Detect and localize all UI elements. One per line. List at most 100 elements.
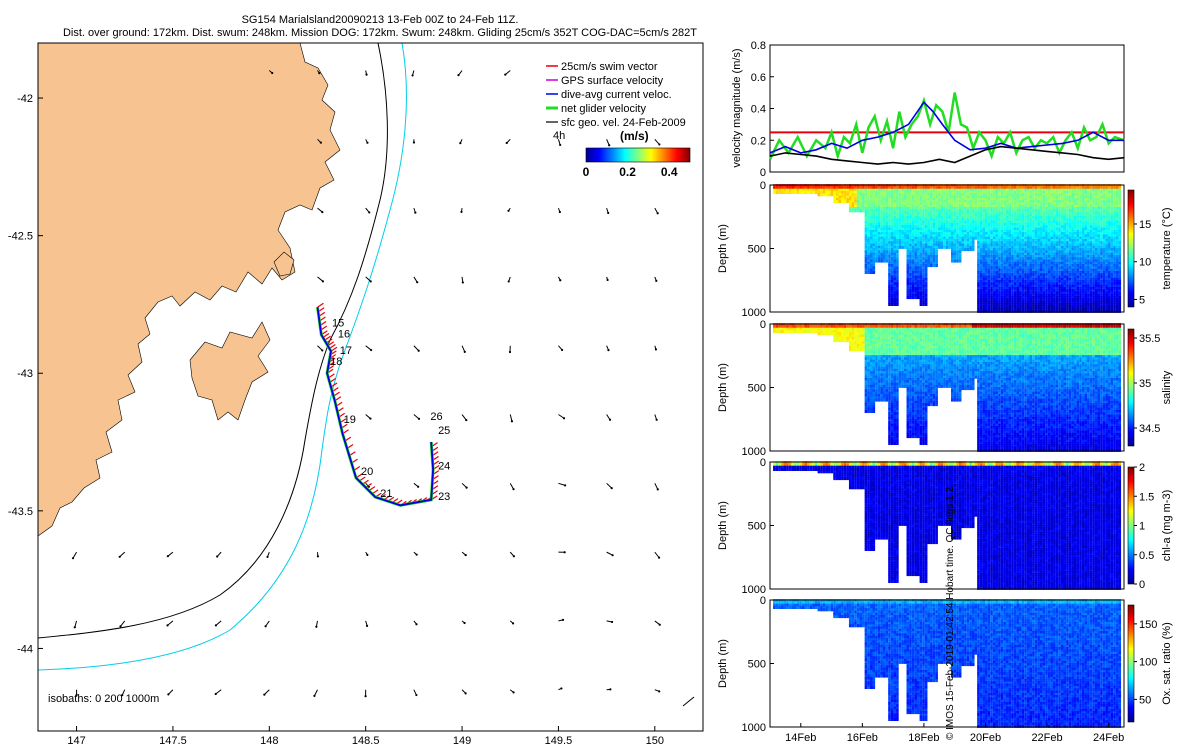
- velocity-panel: 00.20.40.60.8 velocity magnitude (m/s): [731, 40, 1125, 179]
- profile-sample: [775, 191, 779, 194]
- plot-title-line2: Dist. over ground: 172km. Dist. swum: 24…: [0, 27, 760, 39]
- profile-sample: [916, 229, 920, 233]
- profile-sample: [888, 223, 891, 226]
- profile-sample: [916, 266, 920, 270]
- profile-sample: [893, 289, 897, 293]
- profile-sample: [903, 243, 907, 247]
- profile-sample: [867, 243, 870, 247]
- profile-sample: [877, 236, 881, 240]
- profile-sample: [856, 193, 860, 197]
- vector-head: [366, 553, 369, 557]
- map-ytick-label: -43: [17, 368, 33, 380]
- profile-sample: [854, 200, 857, 204]
- profile-sample: [833, 191, 836, 194]
- profile-sample: [833, 186, 836, 190]
- profile-sample: [882, 225, 886, 229]
- profile-sample: [896, 216, 899, 220]
- profile-sample: [916, 257, 920, 261]
- profile-sample: [903, 186, 907, 190]
- profile-sample: [835, 193, 839, 197]
- profile-sample: [901, 207, 904, 210]
- map-xtick-label: 149: [453, 735, 471, 747]
- profile-sample: [804, 191, 808, 194]
- vector-mark: [413, 414, 420, 420]
- profile-sample: [801, 184, 805, 188]
- profile-sample: [869, 188, 873, 192]
- profile-sample: [869, 202, 873, 206]
- profile-sample: [903, 241, 907, 245]
- profile-sample: [867, 191, 870, 194]
- profile-sample: [867, 241, 870, 245]
- profile-sample: [846, 184, 849, 188]
- profile-sample: [914, 291, 917, 295]
- profile-sample: [875, 216, 878, 220]
- profile-sample: [877, 243, 881, 247]
- profile-sample: [898, 223, 902, 226]
- profile-sample: [799, 186, 802, 190]
- profile-sample: [812, 188, 815, 192]
- profile-sample: [890, 255, 894, 258]
- profile-sample: [906, 296, 910, 300]
- profile-sample: [888, 236, 891, 240]
- profile-sample: [864, 186, 868, 190]
- profile-sample: [896, 193, 899, 197]
- profile-sample: [869, 200, 873, 204]
- profile-sample: [911, 245, 915, 249]
- profile-sample: [882, 216, 886, 220]
- profile-sample: [828, 193, 831, 197]
- profile-sample: [877, 257, 881, 261]
- profile-sample: [882, 257, 886, 261]
- profile-sample: [903, 227, 907, 231]
- profile-sample: [867, 245, 870, 249]
- legend-net-label: net glider velocity: [561, 103, 646, 115]
- profile-sample: [872, 204, 876, 208]
- profile-sample: [856, 186, 860, 190]
- profile-sample: [846, 195, 849, 199]
- profile-sample: [880, 234, 883, 238]
- profile-sample: [911, 229, 915, 233]
- profile-sample: [893, 266, 897, 270]
- profile-sample: [893, 259, 897, 263]
- profile-sample: [864, 200, 868, 204]
- profile-sample: [854, 191, 857, 194]
- profile-sample: [825, 193, 829, 197]
- profile-sample: [864, 232, 868, 236]
- profile-sample: [809, 186, 813, 190]
- profile-sample: [890, 250, 894, 254]
- profile-sample: [773, 191, 776, 194]
- vector-mark: [72, 551, 77, 559]
- profile-sample: [956, 259, 959, 263]
- profile-sample: [794, 191, 797, 194]
- vector-head: [507, 209, 510, 212]
- profile-sample: [911, 271, 915, 274]
- profile-sample: [809, 188, 813, 192]
- vector-head: [321, 280, 325, 283]
- profile-sample: [882, 186, 886, 190]
- profile-sample: [890, 191, 894, 194]
- profile-sample: [851, 191, 855, 194]
- profile-sample: [843, 193, 847, 197]
- profile-sample: [911, 248, 915, 252]
- profile-sample: [893, 264, 897, 268]
- profile-sample: [911, 273, 915, 277]
- profile-sample: [898, 220, 902, 224]
- profile-sample: [914, 259, 917, 263]
- profile-sample: [893, 250, 897, 254]
- profile-sample: [914, 211, 917, 215]
- profile-sample: [867, 239, 870, 242]
- profile-sample: [903, 207, 907, 210]
- profile-sample: [906, 191, 910, 194]
- profile-sample: [885, 216, 889, 220]
- profile-sample: [893, 282, 897, 286]
- velocity-frame: [769, 44, 1125, 173]
- profile-sample: [882, 218, 886, 222]
- profile-sample: [911, 207, 915, 210]
- profile-sample: [867, 250, 870, 254]
- day-label: 21: [380, 488, 392, 500]
- profile-sample: [875, 257, 878, 261]
- profile-sample: [916, 275, 920, 279]
- dac-track: [316, 307, 435, 507]
- profile-sample: [885, 204, 889, 208]
- vector-head: [416, 281, 419, 284]
- profile-sample: [862, 204, 865, 208]
